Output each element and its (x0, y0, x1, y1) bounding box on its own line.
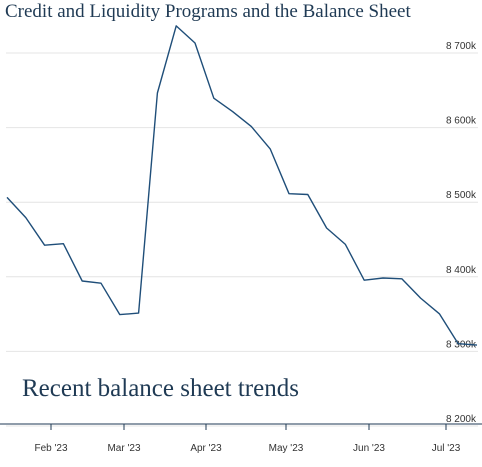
y-tick-label: 8 700k (446, 41, 477, 52)
y-axis-tick-labels: 8 200k 8 300k 8 400k 8 500k 8 600k 8 700k (446, 41, 477, 425)
y-tick-label: 8 200k (446, 414, 477, 425)
y-tick-label: 8 400k (446, 265, 477, 276)
page-title: Credit and Liquidity Programs and the Ba… (5, 1, 411, 22)
y-tick-label: 8 300k (446, 339, 477, 350)
data-points (6, 25, 478, 346)
x-tick-label: Feb '23 (34, 443, 67, 454)
x-tick-label: Jun '23 (353, 443, 385, 454)
x-tick-label: May '23 (269, 443, 304, 454)
series-line (6, 25, 478, 346)
x-tick-label: Apr '23 (190, 443, 222, 454)
x-tick-label: Mar '23 (107, 443, 140, 454)
y-tick-label: 8 500k (446, 190, 477, 201)
chart-subtitle: Recent balance sheet trends (22, 375, 299, 402)
x-tick-label: Jul '23 (432, 443, 461, 454)
x-axis-ticks: Feb '23 Mar '23 Apr '23 May '23 Jun '23 Jul '… (34, 424, 461, 454)
y-tick-label: 8 600k (446, 116, 477, 127)
grid-lines (6, 52, 478, 427)
